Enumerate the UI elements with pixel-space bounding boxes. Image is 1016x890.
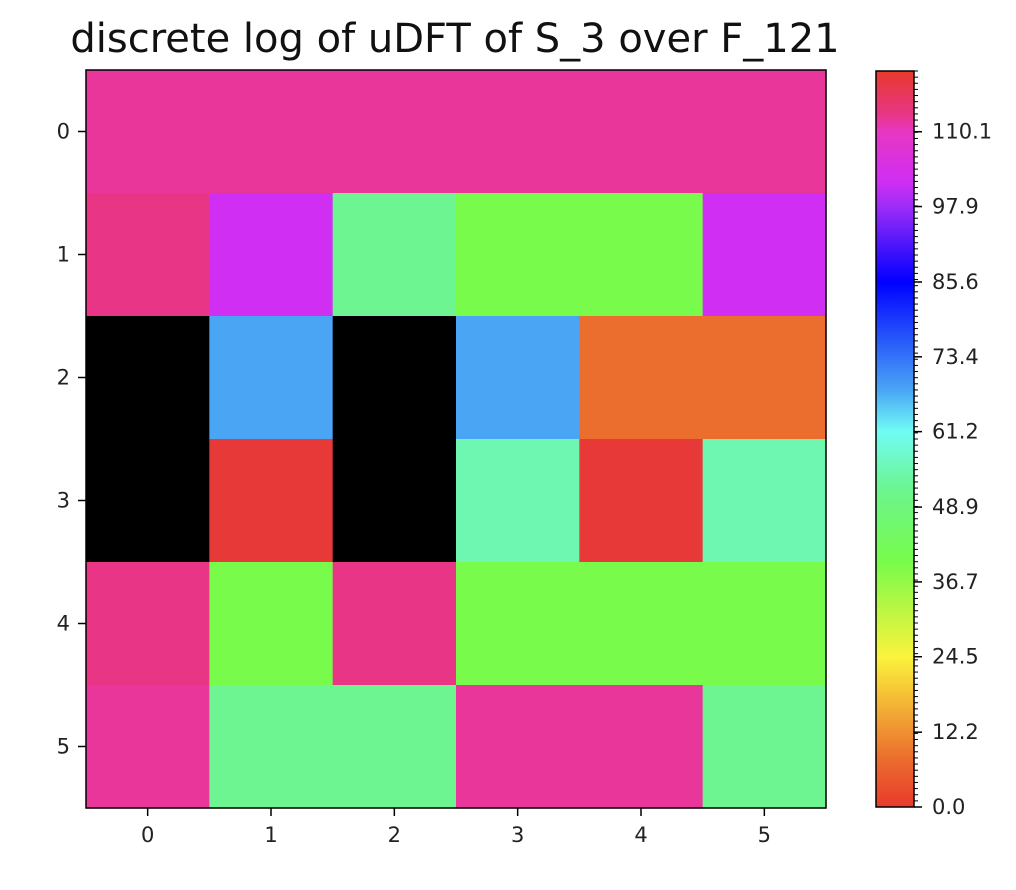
heatmap-cell-r4-c0 [86, 562, 210, 686]
heatmap-cell-r5-c0 [86, 685, 210, 809]
heatmap-cell-r3-c1 [209, 439, 334, 563]
colorbar-tick-label: 61.2 [932, 420, 979, 444]
y-tick-label: 5 [57, 735, 70, 759]
x-tick-label: 5 [758, 823, 771, 847]
heatmap-cell-r0-c3 [456, 70, 580, 194]
heatmap-cell-r1-c3 [456, 193, 580, 317]
heatmap-cell-r2-c2 [332, 316, 457, 440]
colorbar-tick-label: 73.4 [932, 345, 979, 369]
heatmap-cell-r5-c4 [579, 685, 704, 809]
heatmap-cell-r5-c2 [332, 685, 457, 809]
heatmap-cell-r3-c5 [702, 439, 827, 563]
x-tick-label: 0 [141, 823, 154, 847]
y-tick-label: 2 [57, 366, 70, 390]
heatmap-cell-r0-c2 [332, 70, 457, 194]
y-tick-label: 4 [57, 612, 70, 636]
heatmap-cell-r2-c1 [209, 316, 334, 440]
colorbar-tick-label: 110.1 [932, 120, 992, 144]
heatmap-cell-r2-c0 [86, 316, 210, 440]
heatmap-cell-r3-c0 [86, 439, 210, 563]
heatmap-cells [86, 70, 827, 809]
heatmap-cell-r4-c2 [332, 562, 457, 686]
colorbar: 0.0 12.2 24.5 36.7 48.9 61.2 73.4 85.6 97.9 110.1 [875, 70, 992, 819]
heatmap-cell-r2-c4 [579, 316, 704, 440]
colorbar-tick-label: 0.0 [932, 795, 965, 819]
x-tick-label: 3 [511, 823, 524, 847]
heatmap-cell-r2-c3 [456, 316, 580, 440]
colorbar-gradient [875, 70, 915, 808]
heatmap-cell-r3-c4 [579, 439, 704, 563]
y-axis: 0 1 2 3 4 5 [57, 120, 86, 759]
heatmap-cell-r0-c0 [86, 70, 210, 194]
colorbar-tick-label: 85.6 [932, 270, 979, 294]
plot-frame [85, 69, 827, 809]
colorbar-tick-label: 24.5 [932, 645, 979, 669]
heatmap-cell-r4-c5 [702, 562, 827, 686]
heatmap-cell-r1-c5 [702, 193, 827, 317]
heatmap-cell-r0-c5 [702, 70, 827, 194]
heatmap-cell-r3-c3 [456, 439, 580, 563]
x-tick-label: 4 [634, 823, 647, 847]
colorbar-tick-label: 97.9 [932, 195, 979, 219]
colorbar-tick-label: 12.2 [932, 720, 979, 744]
heatmap-cell-r5-c5 [702, 685, 827, 809]
colorbar-tick-label: 48.9 [932, 495, 979, 519]
heatmap-cell-r1-c0 [86, 193, 210, 317]
y-tick-label: 0 [57, 120, 70, 144]
heatmap-cell-r5-c1 [209, 685, 334, 809]
heatmap-cell-r1-c4 [579, 193, 704, 317]
heatmap-cell-r0-c1 [209, 70, 334, 194]
colorbar-tick-label: 36.7 [932, 570, 979, 594]
heatmap-cell-r2-c5 [702, 316, 827, 440]
y-tick-label: 3 [57, 489, 70, 513]
y-tick-label: 1 [57, 243, 70, 267]
chart-title: discrete log of uDFT of S_3 over F_121 [70, 16, 839, 62]
heatmap-cell-r4-c3 [456, 562, 580, 686]
heatmap-cell-r4-c1 [209, 562, 334, 686]
heatmap-cell-r1-c2 [332, 193, 457, 317]
x-tick-label: 2 [388, 823, 401, 847]
x-tick-label: 1 [264, 823, 277, 847]
heatmap-cell-r4-c4 [579, 562, 704, 686]
x-axis: 0 1 2 3 4 5 [141, 808, 771, 847]
heatmap-cell-r0-c4 [579, 70, 704, 194]
heatmap-cell-r5-c3 [456, 685, 580, 809]
heatmap-cell-r3-c2 [332, 439, 457, 563]
heatmap-cell-r1-c1 [209, 193, 334, 317]
